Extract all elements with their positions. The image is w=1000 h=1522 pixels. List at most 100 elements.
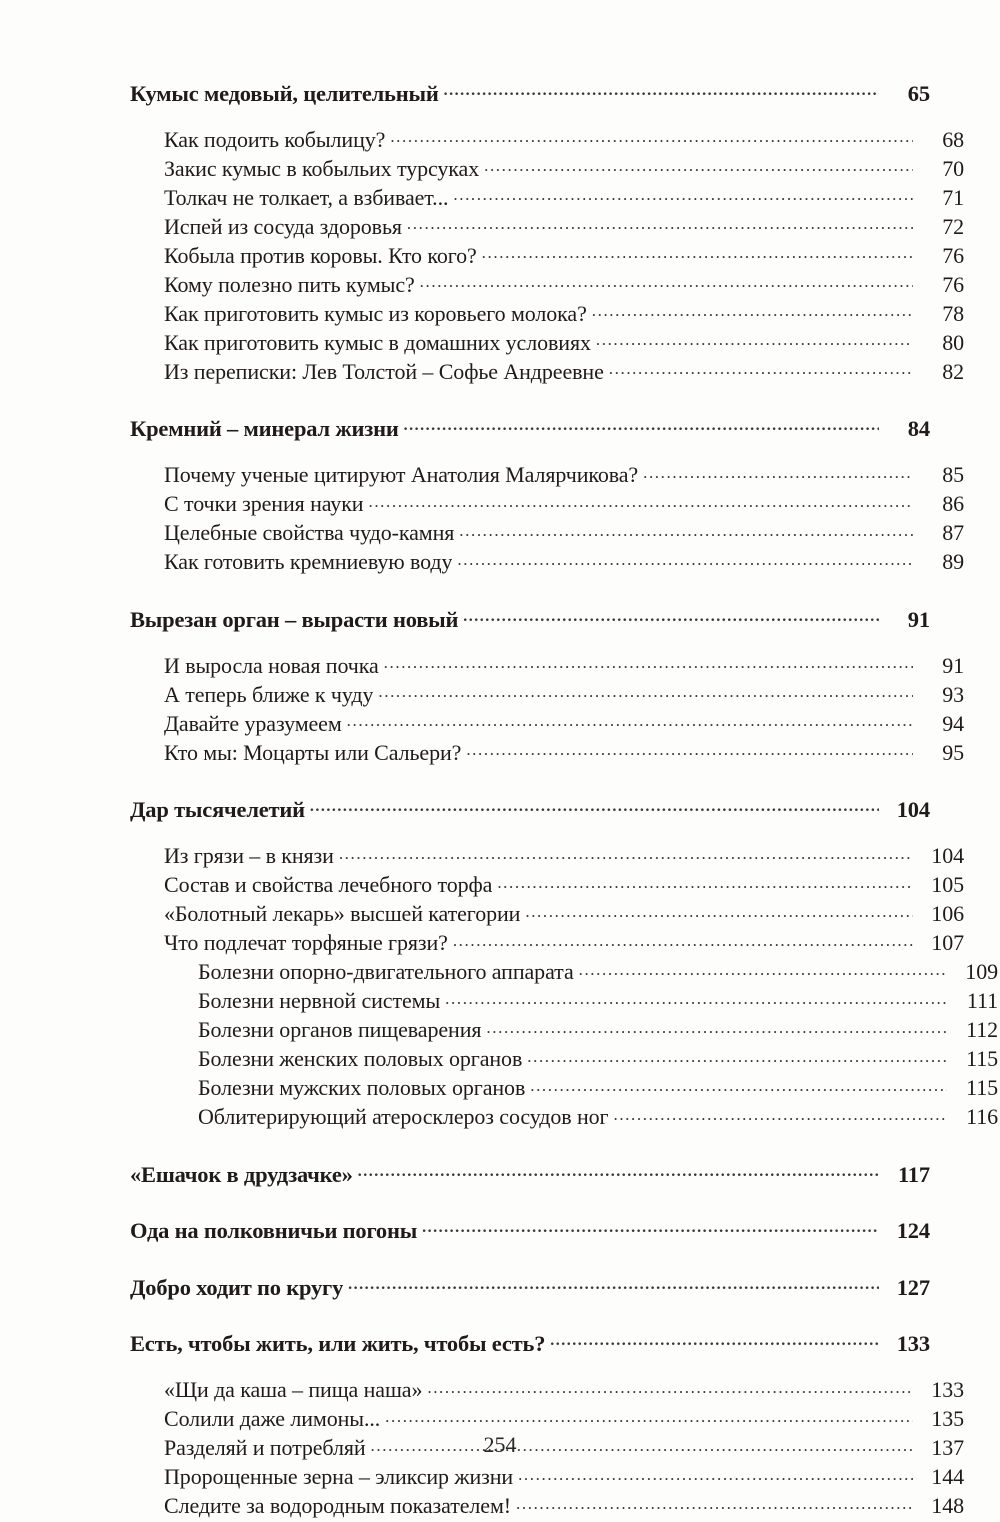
toc-entry[interactable]: Болезни женских половых органов 115 <box>198 1044 998 1073</box>
toc-entry-title: Облитерирующий атеросклероз сосудов ног <box>198 1104 609 1129</box>
toc-entry[interactable]: Толкач не толкает, а взбивает... 71 <box>164 183 964 212</box>
toc-entry-title: Кремний – минерал жизни <box>130 416 399 441</box>
toc-entry-title: Как приготовить кумыс в домашних условия… <box>164 329 591 355</box>
toc-entry-page-number: 111 <box>966 988 998 1013</box>
toc-entry[interactable]: Кумыс медовый, целительный 65 <box>130 78 930 107</box>
toc-entry[interactable]: Разделяй и потребляй 137 <box>164 1433 964 1462</box>
dot-leader <box>348 1272 879 1295</box>
toc-entry-page-number: 80 <box>942 329 964 355</box>
toc-entry[interactable]: «Щи да каша – пища наша» 133 <box>164 1375 964 1404</box>
toc-entry[interactable]: Следите за водородным показателем! 148 <box>164 1491 964 1520</box>
dot-leader <box>457 547 913 569</box>
toc-entry[interactable]: Как приготовить кумыс из коровьего молок… <box>164 299 964 328</box>
dot-leader <box>463 604 879 627</box>
toc-entry[interactable]: Кому полезно пить кумыс? 76 <box>164 270 964 299</box>
dot-leader <box>497 870 913 892</box>
toc-entry-title: Целебные свойства чудо-камня <box>164 520 455 545</box>
dot-leader <box>643 460 913 482</box>
toc-entry[interactable]: А теперь ближе к чуду 93 <box>164 680 964 709</box>
toc-entry[interactable]: Как готовить кремниевую воду 89 <box>164 547 964 576</box>
toc-entry[interactable]: Есть, чтобы жить, или жить, чтобы есть? 1… <box>130 1329 930 1358</box>
toc-entry[interactable]: Дар тысячелетий 104 <box>130 795 930 824</box>
dot-leader <box>453 928 913 950</box>
toc-entry-page-number: 84 <box>907 416 930 441</box>
toc-entry-title: Солили даже лимоны... <box>164 1406 381 1431</box>
toc-entry[interactable]: Болезни опорно-двигательного аппарата 109 <box>198 957 998 986</box>
dot-leader <box>550 1329 879 1352</box>
toc-entry[interactable]: «Ешачок в друдзачке» 117 <box>130 1159 930 1188</box>
toc-entry[interactable]: Состав и свойства лечебного торфа 105 <box>164 870 964 899</box>
toc-entry[interactable]: Вырезан орган – вырасти новый 91 <box>130 604 930 633</box>
toc-entry[interactable]: С точки зрения науки 86 <box>164 489 964 518</box>
toc-entry[interactable]: И выросла новая почка 91 <box>164 651 964 680</box>
toc-entry[interactable]: Болезни мужских половых органов 115 <box>198 1073 998 1102</box>
toc-entry-page-number: 82 <box>942 358 964 384</box>
toc-entry[interactable]: Целебные свойства чудо-камня 87 <box>164 518 964 547</box>
toc-entry-page-number: 104 <box>896 797 930 822</box>
toc-entry-title: Как подоить кобылицу? <box>164 126 386 152</box>
dot-leader <box>609 357 913 379</box>
toc-entry[interactable]: Солили даже лимоны... 135 <box>164 1404 964 1433</box>
toc-entry-page-number: 127 <box>896 1274 930 1300</box>
dot-leader <box>484 154 913 176</box>
toc-entry-title: Испей из сосуда здоровья <box>164 213 402 239</box>
toc-entry[interactable]: Пророщенные зерна – эликсир жизни 144 <box>164 1462 964 1491</box>
toc-entry[interactable]: Кто мы: Моцарты или Сальери? 95 <box>164 738 964 767</box>
toc-entry[interactable]: Почему ученые цитируют Анатолия Малярчик… <box>164 460 964 489</box>
toc-entry[interactable]: Испей из сосуда здоровья 72 <box>164 212 964 241</box>
dot-leader <box>459 518 913 540</box>
toc-entry-title: Пророщенные зерна – эликсир жизни <box>164 1464 514 1489</box>
toc-entry-title: Ода на полковничьи погоны <box>130 1218 418 1243</box>
toc-entry-title: Из грязи – в князи <box>164 843 334 868</box>
toc-entry-title: Давайте уразумеем <box>164 710 342 736</box>
dot-leader <box>596 328 913 350</box>
toc-entry-title: Закис кумыс в кобыльих турсуках <box>164 155 480 181</box>
toc-entry[interactable]: Добро ходит по кругу 127 <box>130 1272 930 1301</box>
dot-leader <box>390 125 913 147</box>
toc-entry[interactable]: Давайте уразумеем 94 <box>164 709 964 738</box>
toc-entry[interactable]: Закис кумыс в кобыльих турсуках 70 <box>164 154 964 183</box>
dot-leader <box>579 957 947 979</box>
toc-entry[interactable]: Как приготовить кумыс в домашних условия… <box>164 328 964 357</box>
dot-leader <box>371 1433 913 1455</box>
toc-entry[interactable]: «Болотный лекарь» высшей категории 106 <box>164 899 964 928</box>
dot-leader <box>407 212 913 234</box>
toc-entry[interactable]: Болезни органов пищеварения 112 <box>198 1015 998 1044</box>
toc-entry-title: Вырезан орган – вырасти новый <box>130 606 459 632</box>
dot-leader <box>358 1159 879 1182</box>
toc-entry[interactable]: Из грязи – в князи 104 <box>164 841 964 870</box>
toc-entry-page-number: 117 <box>897 1161 930 1187</box>
toc-entry-page-number: 76 <box>942 271 964 297</box>
toc-entry-page-number: 70 <box>942 155 964 181</box>
dot-leader <box>516 1491 913 1513</box>
dot-leader <box>310 795 879 818</box>
toc-entry[interactable]: Болезни нервной системы 111 <box>198 986 998 1015</box>
table-of-contents: Кумыс медовый, целительный 65 Как подоить … <box>130 78 998 1520</box>
toc-entry-page-number: 144 <box>931 1464 964 1489</box>
toc-entry-page-number: 133 <box>896 1331 930 1356</box>
toc-entry[interactable]: Ода на полковничьи погоны 124 <box>130 1216 930 1245</box>
dot-leader <box>482 241 913 263</box>
dot-leader <box>613 1102 947 1124</box>
toc-entry-title: Из переписки: Лев Толстой – Софье Андрее… <box>164 358 604 384</box>
toc-entry[interactable]: Как подоить кобылицу? 68 <box>164 125 964 154</box>
dot-leader <box>518 1462 913 1484</box>
toc-entry[interactable]: Кремний – минерал жизни 84 <box>130 414 930 443</box>
toc-entry-title: Кобыла против коровы. Кто кого? <box>164 242 477 268</box>
toc-entry-page-number: 135 <box>931 1406 964 1431</box>
dot-leader <box>525 899 913 921</box>
toc-entry-page-number: 115 <box>966 1075 998 1100</box>
toc-entry-page-number: 72 <box>942 213 964 239</box>
toc-entry-title: Толкач не толкает, а взбивает... <box>164 184 449 210</box>
toc-entry-title: А теперь ближе к чуду <box>164 681 374 707</box>
toc-entry[interactable]: Из переписки: Лев Толстой – Софье Андрее… <box>164 357 964 386</box>
toc-entry-title: «Ешачок в друдзачке» <box>130 1161 353 1187</box>
toc-entry[interactable]: Что подлечат торфяные грязи? 107 <box>164 928 964 957</box>
toc-entry-title: Состав и свойства лечебного торфа <box>164 872 493 897</box>
toc-entry[interactable]: Кобыла против коровы. Кто кого? 76 <box>164 241 964 270</box>
toc-entry-title: И выросла новая почка <box>164 652 379 678</box>
dot-leader <box>427 1375 913 1397</box>
dot-leader <box>368 489 913 511</box>
toc-entry[interactable]: Облитерирующий атеросклероз сосудов ног 1… <box>198 1102 998 1131</box>
